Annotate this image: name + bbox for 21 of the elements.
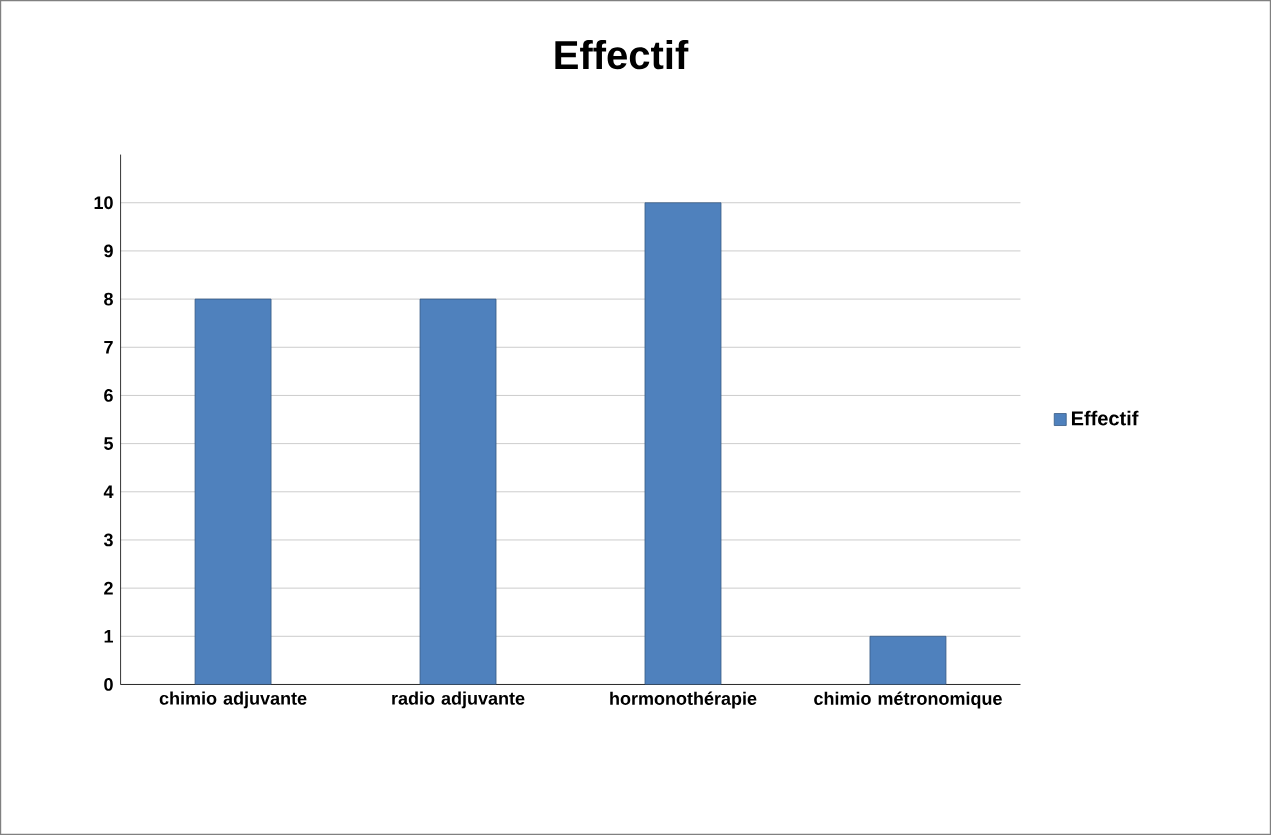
bar (194, 298, 272, 685)
bar (869, 635, 947, 685)
chart-title: Effectif (555, 39, 689, 70)
bar (644, 202, 722, 685)
y-tick-label: 5 (104, 437, 114, 450)
bar (419, 298, 497, 685)
y-tick-label: 8 (104, 292, 113, 306)
y-tick-label: 0 (104, 678, 113, 691)
legend-label: Effectif (1071, 410, 1139, 426)
y-tick-label: 1 (104, 630, 114, 643)
x-tick-label: radio adjuvante (392, 691, 525, 709)
x-tick-label: chimio métronomique (814, 691, 1002, 709)
y-tick-label: 3 (103, 533, 113, 547)
x-tick-label: hormonothérapie (610, 691, 757, 709)
y-tick-label: 9 (104, 244, 113, 258)
y-tick-label: 4 (103, 485, 114, 498)
y-tick-label: 10 (94, 196, 113, 210)
x-tick-label: chimio adjuvante (159, 691, 307, 709)
y-tick-label: 6 (104, 389, 113, 402)
y-tick-label: 7 (104, 341, 113, 354)
y-tick-label: 2 (104, 581, 113, 595)
